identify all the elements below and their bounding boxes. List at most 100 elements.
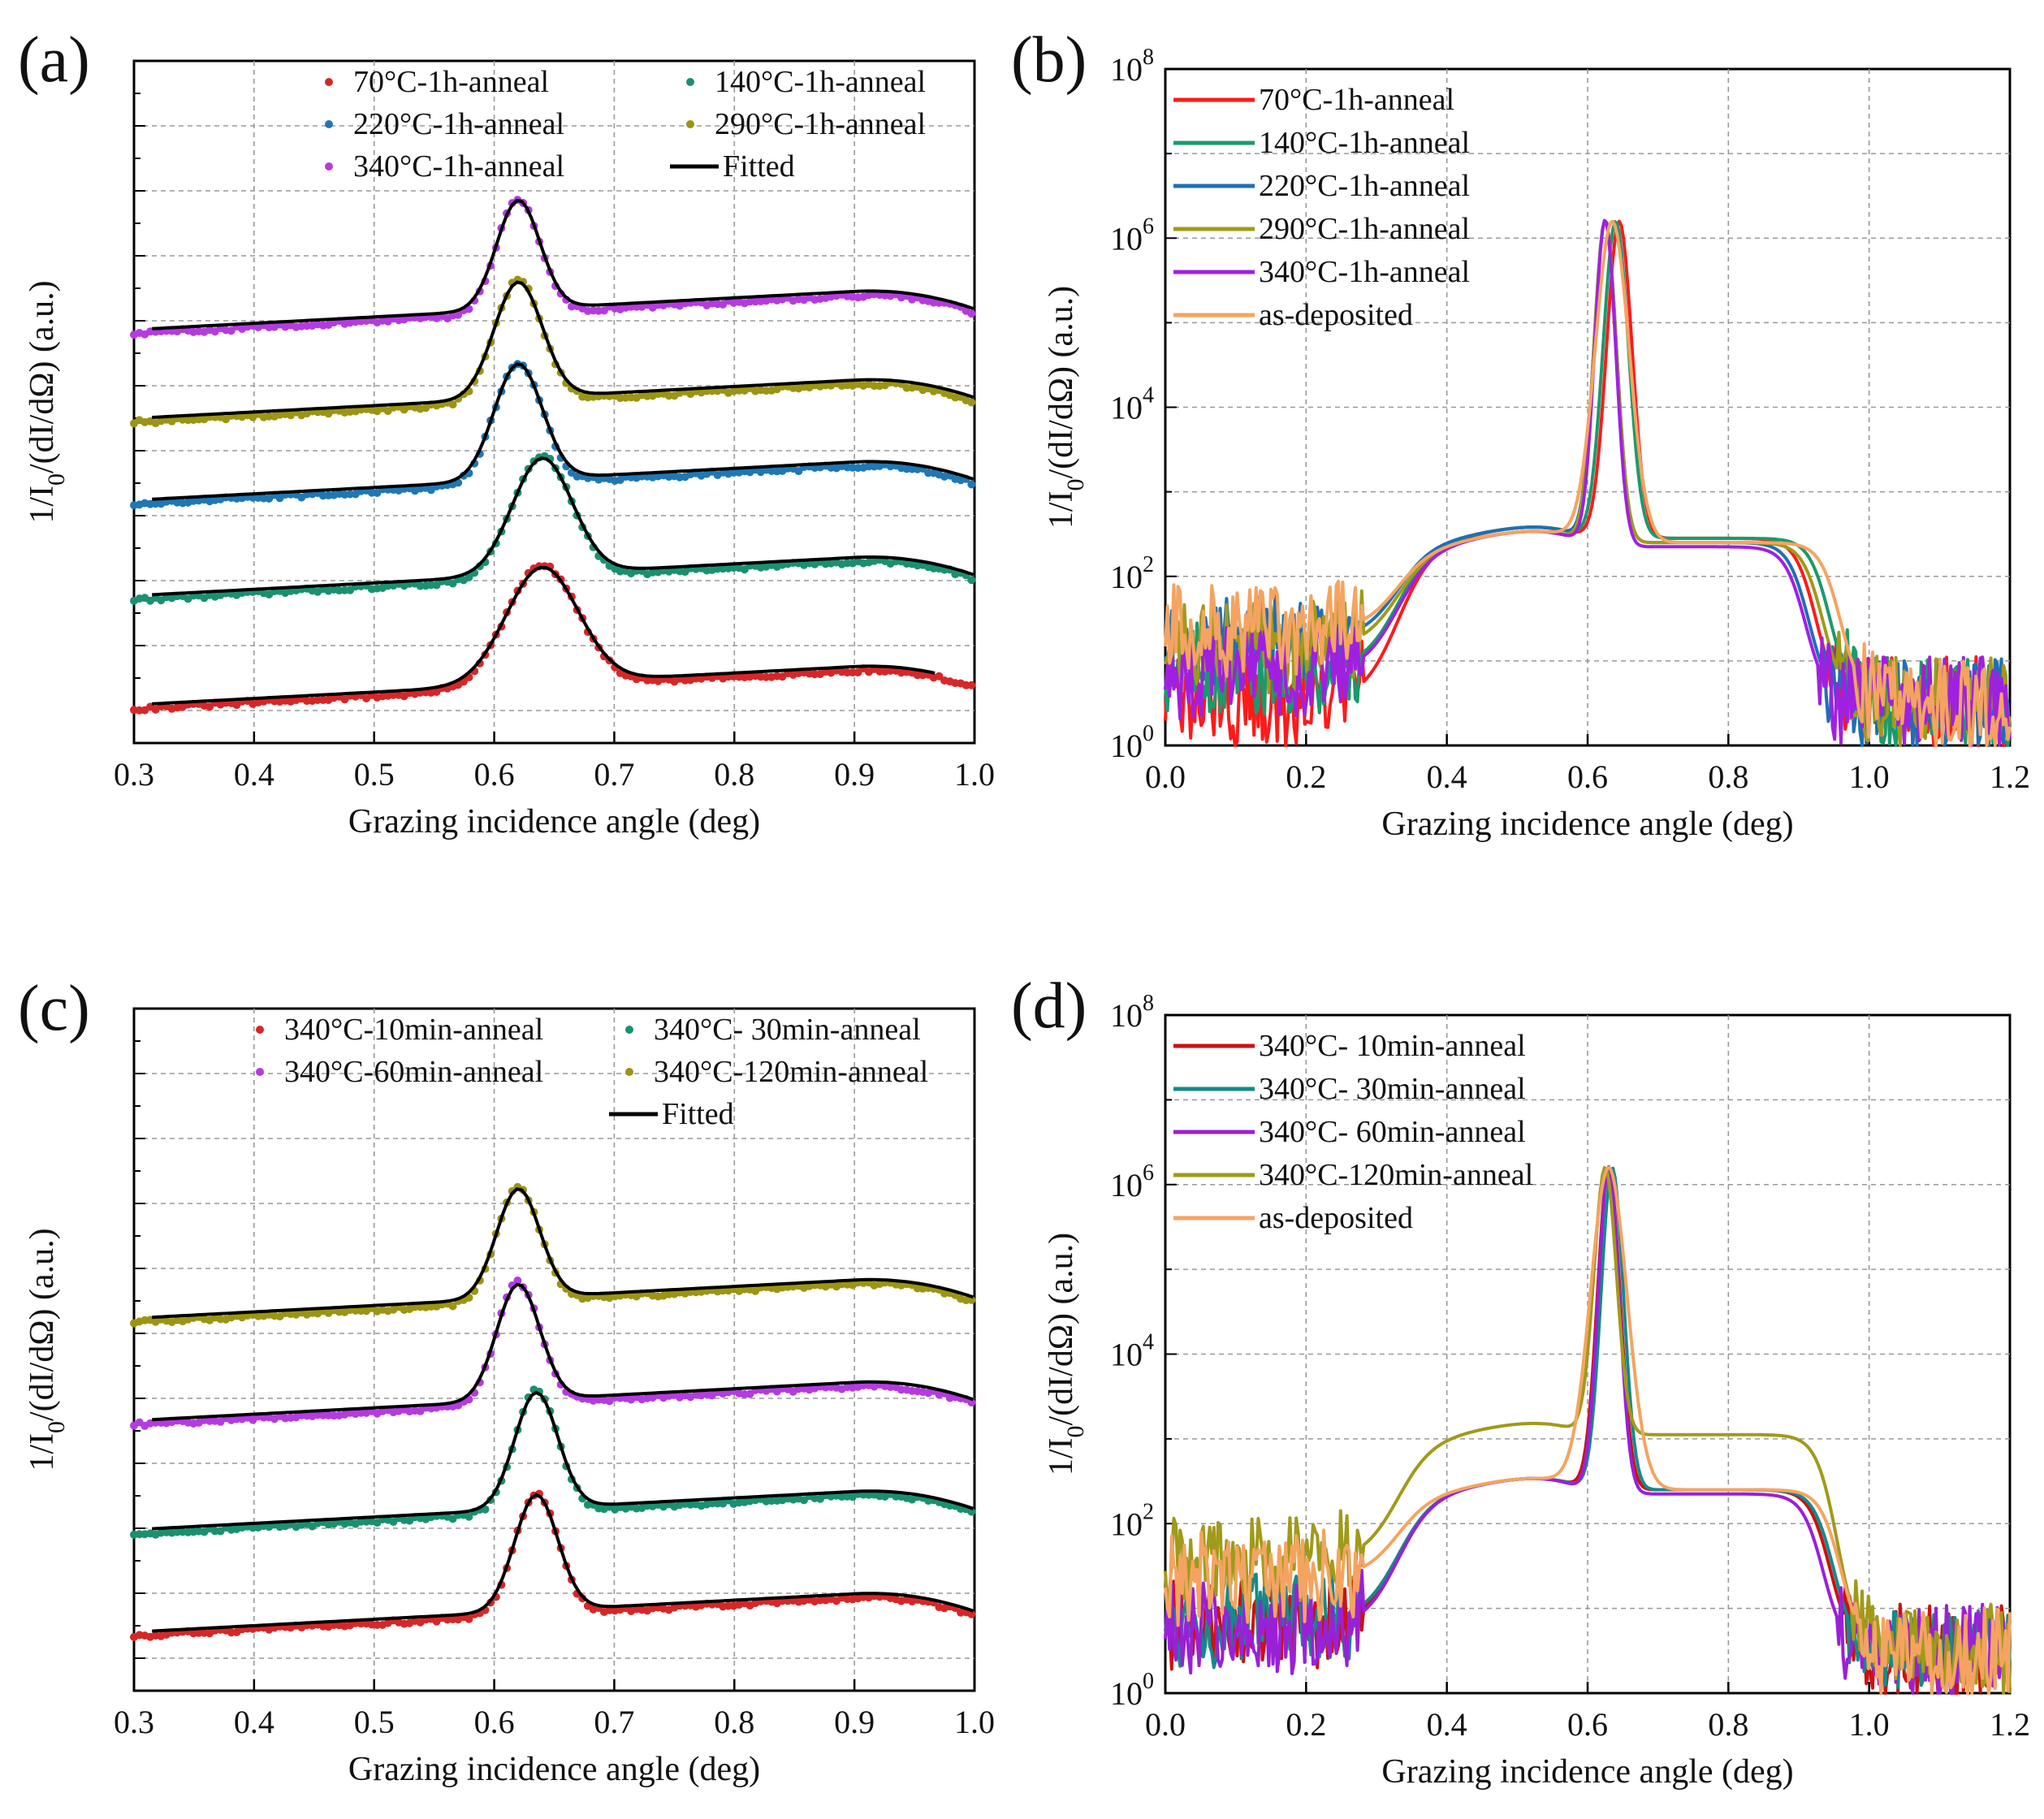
x-tick-label: 0.6 xyxy=(474,756,515,793)
legend-marker xyxy=(256,1068,264,1076)
x-tick-label: 0.8 xyxy=(714,1704,754,1740)
y-tick-exponent: 4 xyxy=(1143,383,1154,408)
y-tick-label: 102 xyxy=(1110,1499,1154,1542)
x-tick-label: 0.0 xyxy=(1145,758,1186,795)
x-tick-label: 0.3 xyxy=(114,756,154,793)
series-line xyxy=(1164,218,2012,747)
legend-label: 340°C- 60min-anneal xyxy=(1259,1115,1526,1149)
legend: 340°C- 10min-anneal 340°C- 30min-anneal 34… xyxy=(1173,1029,1533,1235)
panel-label: (a) xyxy=(18,24,90,96)
x-tick-label: 0.2 xyxy=(1286,1706,1326,1743)
x-tick-label: 0.5 xyxy=(354,1704,395,1740)
x-axis-title: Grazing incidence angle (deg) xyxy=(348,1751,760,1788)
y-axis-title-part: 1/I xyxy=(24,1433,61,1471)
y-tick-label: 106 xyxy=(1110,1160,1154,1203)
series-line xyxy=(1164,219,2012,747)
x-tick-label: 0.5 xyxy=(354,756,395,793)
x-tick-label: 0.9 xyxy=(834,756,875,793)
x-tick-label: 0.4 xyxy=(1427,1706,1467,1743)
y-axis-title-part: 1/I xyxy=(24,486,61,524)
y-tick-base: 10 xyxy=(1110,220,1143,257)
legend-label: 220°C-1h-anneal xyxy=(353,107,564,141)
x-tick-label: 0.2 xyxy=(1286,758,1326,795)
legend-label: 140°C-1h-anneal xyxy=(715,65,926,99)
legend-label: Fitted xyxy=(723,149,795,184)
series-0 xyxy=(130,1489,976,1641)
series-1 xyxy=(130,452,976,605)
y-tick-exponent: 2 xyxy=(1143,1499,1154,1524)
y-tick-exponent: 0 xyxy=(1143,1669,1154,1694)
y-tick-exponent: 2 xyxy=(1143,552,1154,577)
x-tick-label: 0.0 xyxy=(1145,1706,1186,1743)
y-tick-label: 104 xyxy=(1110,1330,1154,1373)
legend: 340°C-10min-anneal 340°C- 30min-anneal 340… xyxy=(256,1013,928,1131)
data-point xyxy=(465,572,473,581)
x-tick-label: 0.7 xyxy=(594,756,634,793)
x-tick-label: 0.8 xyxy=(714,756,754,793)
y-axis-title-subscript: 0 xyxy=(1062,1425,1089,1437)
data-point xyxy=(967,681,976,689)
x-tick-label: 1.0 xyxy=(1849,758,1890,795)
y-tick-label: 100 xyxy=(1110,1669,1154,1712)
fitted-line xyxy=(152,1390,974,1531)
legend-label: 340°C- 30min-anneal xyxy=(1259,1072,1526,1106)
x-tick-label: 0.4 xyxy=(234,756,274,793)
x-tick-label: 1.2 xyxy=(1990,1706,2030,1743)
series-line xyxy=(1164,1165,2012,1695)
data-point xyxy=(513,1277,522,1285)
x-tick-label: 0.8 xyxy=(1708,758,1748,795)
x-tick-label: 0.7 xyxy=(594,1704,634,1740)
x-axis-title: Grazing incidence angle (deg) xyxy=(348,803,760,840)
data-point xyxy=(448,1302,457,1311)
legend-label: 290°C-1h-anneal xyxy=(715,107,926,141)
legend-marker xyxy=(256,1026,264,1034)
y-tick-exponent: 8 xyxy=(1143,991,1154,1016)
y-tick-base: 10 xyxy=(1110,1675,1143,1712)
data-point xyxy=(967,576,976,585)
data-point xyxy=(967,398,976,407)
fitted-line xyxy=(152,1493,974,1633)
panel-0: (a) 0.3 0.4 0.5 0.6 0.7 0.8 0.9 1.0 Grazing incid… xyxy=(18,24,995,840)
y-axis-title: 1/I0/(dI/dΩ) (a.u.) xyxy=(24,280,70,523)
x-axis-title: Grazing incidence angle (deg) xyxy=(1381,1753,1793,1791)
y-axis-title: 1/I0/(dI/dΩ) (a.u.) xyxy=(24,1228,70,1471)
x-tick-label: 0.9 xyxy=(834,1704,875,1740)
legend-marker xyxy=(686,120,694,128)
legend-marker xyxy=(325,162,333,171)
panel-1: (b) 0.0 0.2 0.4 0.6 0.8 1.0 1.2 Grazing incidenc… xyxy=(1011,24,2030,843)
x-tick-label: 1.2 xyxy=(1990,758,2030,795)
legend-label: 340°C- 30min-anneal xyxy=(654,1013,921,1047)
fitted-line xyxy=(152,280,974,419)
y-tick-exponent: 0 xyxy=(1143,721,1154,746)
series-3 xyxy=(130,1182,976,1328)
x-tick-label: 0.4 xyxy=(1427,758,1467,795)
y-axis-title-part: 1/I xyxy=(1043,490,1080,529)
y-tick-exponent: 6 xyxy=(1143,1160,1154,1186)
series-line xyxy=(1164,1166,2012,1695)
data-point xyxy=(967,309,976,318)
y-axis-title: 1/I0/(dI/dΩ) (a.u.) xyxy=(1043,286,1089,529)
legend-label: 340°C-10min-anneal xyxy=(284,1013,543,1047)
x-tick-label: 0.6 xyxy=(1567,1706,1608,1743)
legend-label: 70°C-1h-anneal xyxy=(1259,83,1454,117)
data-point xyxy=(465,1512,473,1521)
y-tick-label: 100 xyxy=(1110,721,1154,764)
y-tick-label: 104 xyxy=(1110,383,1154,426)
legend-label: 290°C-1h-anneal xyxy=(1259,212,1470,246)
y-tick-base: 10 xyxy=(1110,1337,1143,1373)
x-tick-label: 0.6 xyxy=(1567,758,1608,795)
y-axis-title: 1/I0/(dI/dΩ) (a.u.) xyxy=(1043,1233,1089,1476)
legend-label: 140°C-1h-anneal xyxy=(1259,126,1470,160)
y-axis-title-subscript: 0 xyxy=(1062,478,1089,490)
y-tick-base: 10 xyxy=(1110,1506,1143,1542)
data-point xyxy=(967,1295,976,1304)
legend-marker xyxy=(686,78,694,86)
legend-marker xyxy=(625,1068,633,1076)
data-point xyxy=(967,1609,976,1618)
series-2 xyxy=(130,1277,976,1430)
panel-label: (b) xyxy=(1011,24,1087,96)
legend-label: 340°C- 10min-anneal xyxy=(1259,1029,1526,1063)
series-2 xyxy=(130,360,976,510)
panel-2: (c) 0.3 0.4 0.5 0.6 0.7 0.8 0.9 1.0 Grazing incid… xyxy=(18,973,995,1788)
